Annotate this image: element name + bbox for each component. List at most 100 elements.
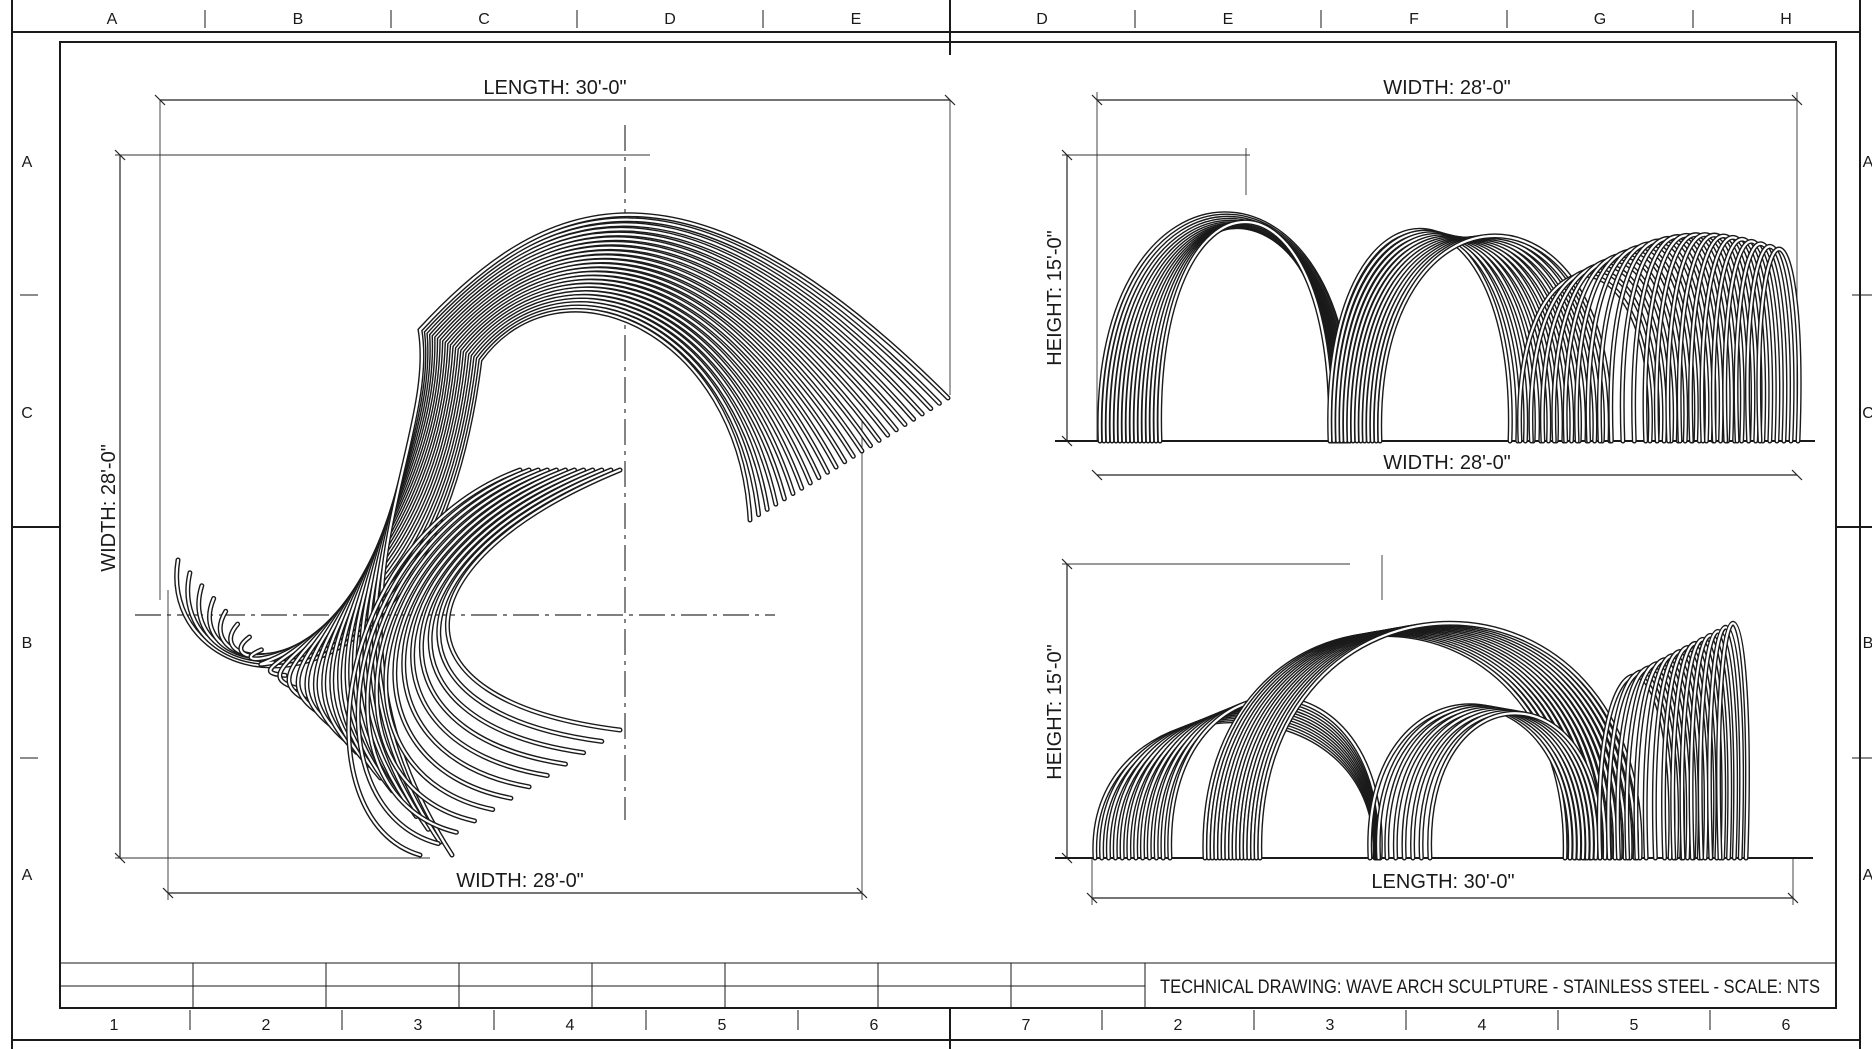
grid-label: 4 bbox=[566, 1017, 575, 1034]
steel-rod-highlight bbox=[1712, 238, 1772, 443]
steel-rod-highlight bbox=[1734, 242, 1787, 443]
steel-rod-highlight bbox=[305, 259, 863, 728]
steel-rod-highlight bbox=[345, 237, 907, 792]
grid-bottom-left-labels: 1 2 3 4 5 6 bbox=[110, 1017, 879, 1034]
steel-rod-highlight bbox=[384, 468, 558, 811]
steel-rod-highlight bbox=[375, 468, 549, 822]
steel-rod-highlight bbox=[1690, 634, 1731, 860]
plan-width-label-left: WIDTH: 28'-0" bbox=[98, 444, 120, 572]
grid-label: D bbox=[1036, 11, 1048, 28]
steel-rod-highlight bbox=[402, 468, 576, 788]
grid-label: 4 bbox=[1478, 1017, 1487, 1034]
grid-label: 6 bbox=[870, 1017, 879, 1034]
steel-rod-highlight bbox=[1699, 630, 1737, 860]
top-zone-ticks bbox=[204, 10, 1694, 28]
grid-label: A bbox=[107, 11, 118, 28]
side-height-label: HEIGHT: 15'-0" bbox=[1044, 644, 1066, 779]
grid-label: A bbox=[22, 867, 33, 884]
steel-rod-highlight bbox=[357, 468, 531, 845]
grid-left-labels: A C B A bbox=[21, 154, 33, 884]
steel-rod-highlight bbox=[278, 272, 838, 690]
steel-rod-highlight bbox=[1680, 638, 1725, 860]
steel-rod-highlight bbox=[314, 255, 872, 741]
steel-rod-highlight bbox=[1746, 245, 1794, 443]
side-rods bbox=[1092, 620, 1750, 861]
steel-rod-highlight bbox=[420, 468, 594, 766]
steel-rod-highlight bbox=[411, 468, 585, 777]
plan-width-label-bottom: WIDTH: 28'-0" bbox=[456, 870, 584, 892]
steel-rod-highlight bbox=[338, 242, 898, 780]
grid-label: C bbox=[21, 405, 33, 422]
steel-rod-highlight bbox=[1708, 626, 1743, 860]
steel-rod-highlight bbox=[1723, 240, 1779, 443]
grid-label: C bbox=[478, 11, 490, 28]
front-elevation: WIDTH: 28'-0" WIDTH: 28'-0" HEIGHT: 15'-… bbox=[1044, 77, 1815, 481]
steel-rod-highlight bbox=[297, 264, 855, 715]
grid-label: A bbox=[22, 154, 33, 171]
side-length-label: LENGTH: 30'-0" bbox=[1371, 871, 1514, 893]
grid-label: 5 bbox=[718, 1017, 727, 1034]
steel-rod-highlight bbox=[330, 246, 889, 767]
grid-right-labels: A C B A bbox=[1862, 154, 1872, 884]
grid-label: D bbox=[664, 11, 676, 28]
steel-rod-highlight bbox=[1757, 247, 1801, 443]
plan-view: LENGTH: 30'-0" WIDTH: 28'-0" WIDTH: 28'-… bbox=[98, 77, 956, 900]
drawing-title: TECHNICAL DRAWING: WAVE ARCH SCULPTURE -… bbox=[1160, 977, 1820, 998]
grid-label: A bbox=[1863, 154, 1872, 171]
steel-rod-highlight bbox=[249, 284, 812, 660]
steel-rod-highlight bbox=[1666, 233, 1744, 443]
grid-label: B bbox=[22, 635, 33, 652]
grid-label: 3 bbox=[414, 1017, 423, 1034]
steel-rod-highlight bbox=[1428, 712, 1602, 860]
steel-rod-highlight bbox=[269, 276, 829, 677]
grid-top-left-labels: A B C D E bbox=[107, 11, 862, 28]
steel-rod-highlight bbox=[437, 468, 612, 743]
steel-rod-highlight bbox=[1378, 235, 1612, 443]
bottom-zone-ticks bbox=[189, 1010, 1711, 1030]
steel-rod-highlight bbox=[1717, 622, 1749, 860]
grid-label: E bbox=[851, 11, 862, 28]
steel-rod-highlight bbox=[175, 309, 752, 667]
steel-rod-highlight bbox=[393, 468, 567, 800]
steel-rod-highlight bbox=[429, 468, 603, 754]
side-zone-ticks bbox=[20, 294, 1872, 759]
grid-label: C bbox=[1862, 405, 1872, 422]
steel-rod-highlight bbox=[1689, 234, 1758, 443]
grid-label: 2 bbox=[1174, 1017, 1183, 1034]
inner-border bbox=[59, 41, 1837, 1009]
plan-rods bbox=[174, 212, 951, 858]
steel-rod-highlight bbox=[353, 232, 915, 805]
steel-rod-highlight bbox=[366, 468, 540, 834]
outer-frame bbox=[11, 0, 1872, 1049]
grid-label: 3 bbox=[1326, 1017, 1335, 1034]
grid-label: B bbox=[1863, 635, 1872, 652]
grid-label: 5 bbox=[1630, 1017, 1639, 1034]
steel-rod-highlight bbox=[1701, 236, 1765, 443]
front-width-label-top: WIDTH: 28'-0" bbox=[1383, 77, 1511, 99]
grid-label: 1 bbox=[110, 1017, 119, 1034]
steel-rod-highlight bbox=[446, 468, 622, 732]
grid-label: 2 bbox=[262, 1017, 271, 1034]
steel-rod-highlight bbox=[1655, 233, 1737, 443]
grid-label: F bbox=[1409, 11, 1419, 28]
steel-rod-highlight bbox=[1158, 220, 1332, 443]
grid-top-right-labels: D E F G H bbox=[1036, 11, 1792, 28]
grid-label: 7 bbox=[1022, 1017, 1031, 1034]
grid-label: E bbox=[1223, 11, 1234, 28]
grid-label: A bbox=[1863, 867, 1872, 884]
front-height-label: HEIGHT: 15'-0" bbox=[1044, 230, 1066, 365]
steel-rod-highlight bbox=[287, 268, 846, 703]
steel-rod-highlight bbox=[322, 251, 881, 754]
front-width-label-bottom: WIDTH: 28'-0" bbox=[1383, 452, 1511, 474]
grid-bottom-right-labels: 7 2 3 4 5 6 bbox=[1022, 1017, 1791, 1034]
steel-rod-highlight bbox=[379, 213, 950, 857]
steel-rod-highlight bbox=[347, 468, 522, 857]
side-elevation: HEIGHT: 15'-0" LENGTH: 30'-0" bbox=[1044, 555, 1813, 905]
grid-label: H bbox=[1780, 11, 1792, 28]
grid-label: B bbox=[293, 11, 304, 28]
plan-length-label: LENGTH: 30'-0" bbox=[483, 77, 626, 99]
grid-label: G bbox=[1594, 11, 1606, 28]
front-rods bbox=[1097, 211, 1802, 444]
steel-rod-highlight bbox=[259, 280, 820, 666]
